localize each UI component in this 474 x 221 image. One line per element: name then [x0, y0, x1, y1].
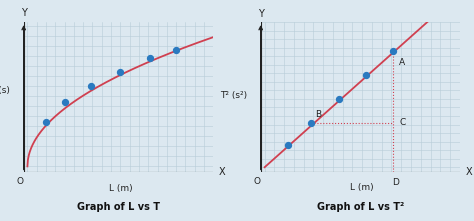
Text: X: X	[219, 167, 226, 177]
Point	[42, 120, 50, 124]
Text: Y: Y	[258, 9, 264, 19]
Text: O: O	[253, 177, 260, 186]
Text: L (m): L (m)	[109, 184, 132, 193]
Text: C: C	[399, 118, 406, 127]
Point	[284, 143, 292, 147]
Point	[335, 97, 343, 101]
Text: Graph of L vs T: Graph of L vs T	[77, 202, 160, 212]
Point	[362, 73, 370, 77]
Point	[87, 84, 94, 88]
Point	[173, 48, 180, 52]
Text: B: B	[315, 110, 321, 119]
Text: T (s): T (s)	[0, 86, 9, 95]
Text: O: O	[17, 177, 24, 186]
Point	[308, 121, 315, 125]
Text: T² (s²): T² (s²)	[220, 91, 247, 100]
Text: A: A	[399, 58, 405, 67]
Text: Graph of L vs T²: Graph of L vs T²	[317, 202, 404, 212]
Text: X: X	[465, 167, 472, 177]
Point	[146, 56, 154, 60]
Point	[390, 49, 397, 53]
Text: D: D	[392, 177, 399, 187]
Point	[61, 101, 68, 104]
Text: L (m): L (m)	[350, 183, 374, 192]
Text: Y: Y	[21, 8, 27, 18]
Point	[117, 70, 124, 74]
